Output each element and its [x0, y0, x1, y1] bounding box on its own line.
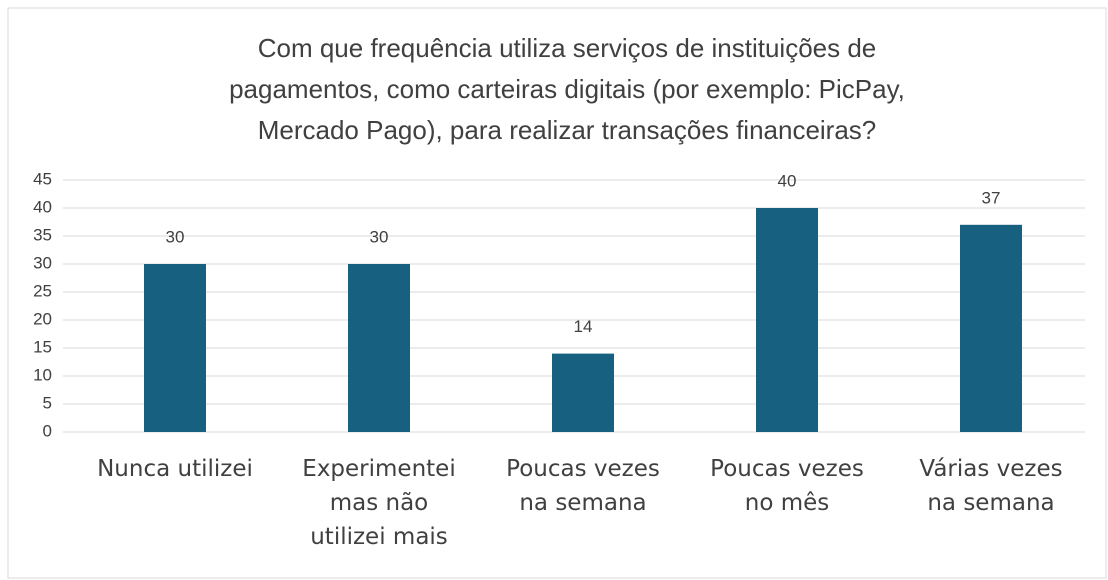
chart-title: pagamentos, como carteiras digitais (por…	[229, 74, 905, 104]
data-label: 40	[778, 171, 797, 190]
data-label: 37	[982, 188, 1001, 207]
data-label: 30	[370, 227, 389, 246]
category-label: Nunca utilizei	[97, 456, 253, 482]
y-tick-label: 35	[33, 225, 52, 244]
category-label: Poucas vezes no mês	[710, 456, 864, 516]
y-tick-label: 20	[33, 309, 52, 328]
category-label: Poucas vezes na semana	[506, 456, 660, 516]
y-tick-label: 40	[33, 197, 52, 216]
category-label: Várias vezes na semana	[919, 456, 1063, 516]
y-tick-label: 0	[43, 421, 52, 440]
bar	[144, 264, 206, 432]
x-tick-label: Experimentei mas não utilizei mais	[302, 456, 456, 550]
y-tick-label: 15	[33, 337, 52, 356]
data-label: 30	[166, 227, 185, 246]
bar	[348, 264, 410, 432]
y-tick-label: 30	[33, 253, 52, 272]
y-tick-label: 10	[33, 365, 52, 384]
data-label: 14	[574, 317, 593, 336]
bar	[756, 208, 818, 432]
y-tick-label: 45	[33, 169, 52, 188]
chart-title: Com que frequência utiliza serviços de i…	[258, 33, 877, 63]
x-tick-label: Várias vezes na semana	[919, 456, 1063, 516]
x-tick-label: Poucas vezes na semana	[506, 456, 660, 516]
bar	[960, 224, 1022, 432]
category-label: Experimentei mas não utilizei mais	[302, 456, 456, 550]
bar	[552, 353, 614, 432]
x-tick-label: Nunca utilizei	[97, 456, 253, 482]
x-tick-label: Poucas vezes no mês	[710, 456, 864, 516]
y-tick-label: 25	[33, 281, 52, 300]
chart-title: Mercado Pago), para realizar transações …	[258, 115, 877, 145]
y-tick-label: 5	[43, 393, 52, 412]
